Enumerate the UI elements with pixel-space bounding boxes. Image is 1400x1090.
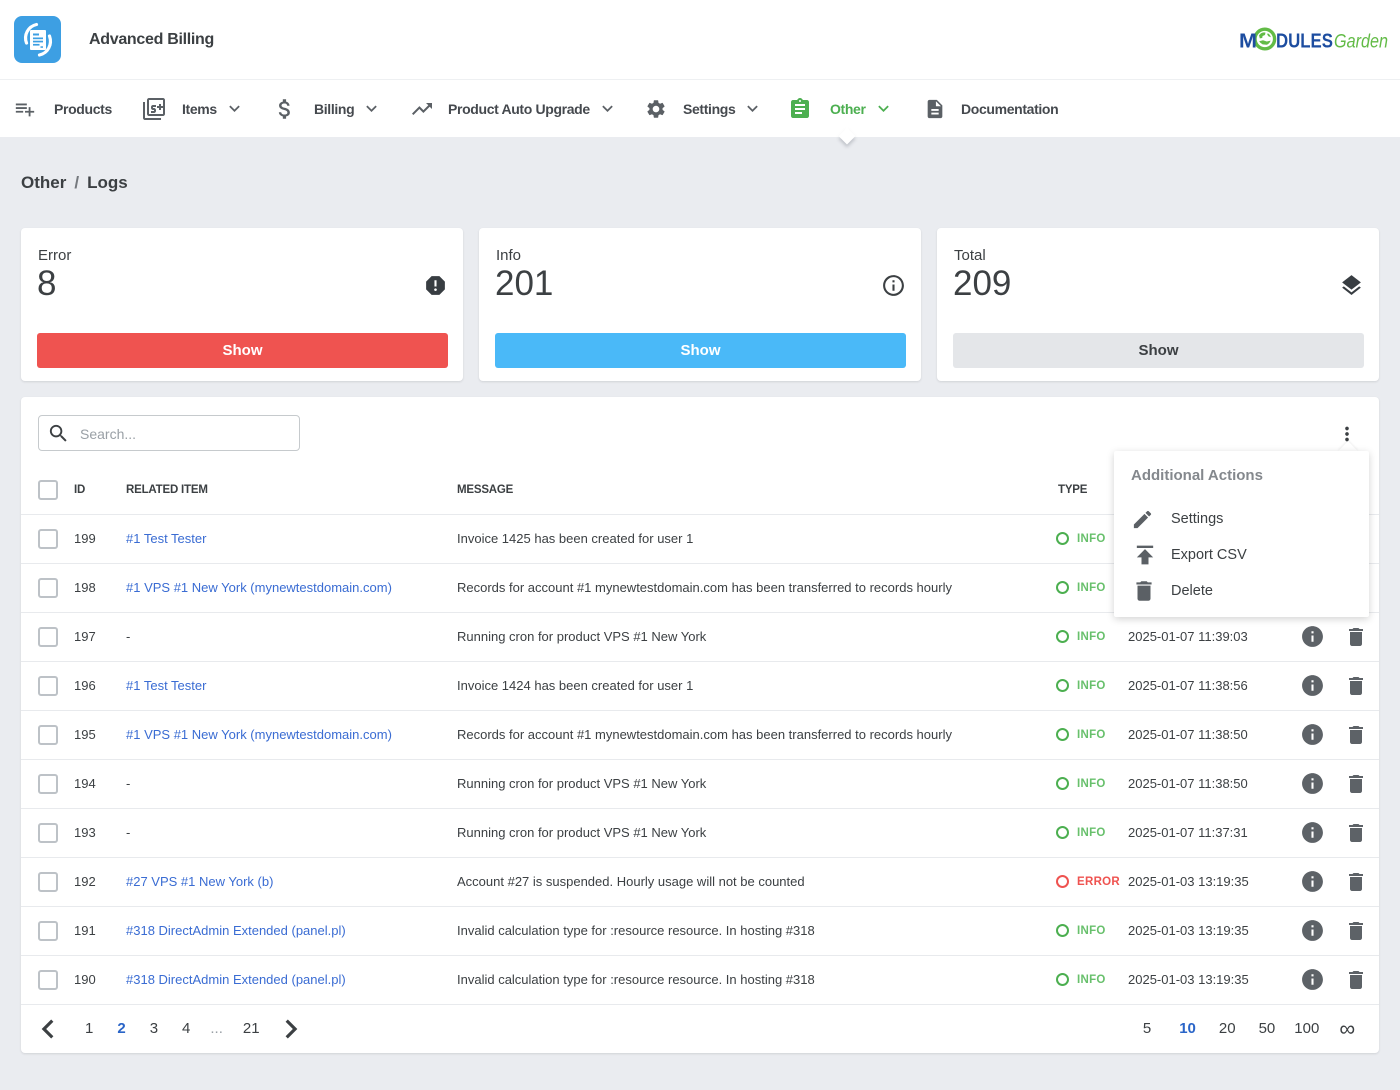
svg-text:M: M [1239, 31, 1257, 53]
svg-text:Garden: Garden [1334, 32, 1388, 53]
svg-text:DULES: DULES [1276, 31, 1333, 53]
